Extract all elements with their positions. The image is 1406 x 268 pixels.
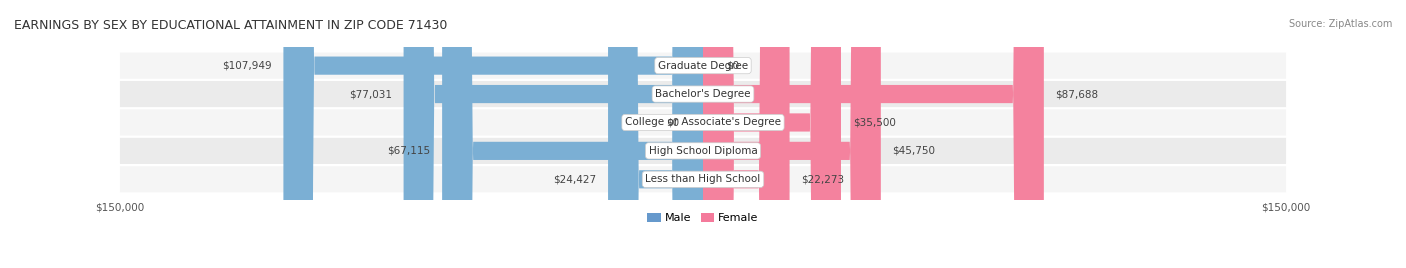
FancyBboxPatch shape: [703, 0, 1043, 268]
FancyBboxPatch shape: [120, 53, 1286, 79]
FancyBboxPatch shape: [120, 166, 1286, 192]
FancyBboxPatch shape: [703, 0, 790, 268]
Text: Source: ZipAtlas.com: Source: ZipAtlas.com: [1288, 19, 1392, 29]
Text: $87,688: $87,688: [1056, 89, 1098, 99]
Text: $0: $0: [666, 117, 679, 128]
FancyBboxPatch shape: [441, 0, 703, 268]
Text: $35,500: $35,500: [852, 117, 896, 128]
FancyBboxPatch shape: [284, 0, 703, 268]
FancyBboxPatch shape: [703, 0, 841, 268]
Text: $67,115: $67,115: [387, 146, 430, 156]
FancyBboxPatch shape: [120, 138, 1286, 164]
FancyBboxPatch shape: [607, 0, 703, 268]
Text: $107,949: $107,949: [222, 61, 271, 71]
Text: Less than High School: Less than High School: [645, 174, 761, 184]
Text: $24,427: $24,427: [554, 174, 596, 184]
Text: $0: $0: [727, 61, 740, 71]
Text: Graduate Degree: Graduate Degree: [658, 61, 748, 71]
FancyBboxPatch shape: [404, 0, 703, 268]
Text: $22,273: $22,273: [801, 174, 845, 184]
Text: $77,031: $77,031: [349, 89, 392, 99]
Legend: Male, Female: Male, Female: [643, 209, 763, 228]
Text: High School Diploma: High School Diploma: [648, 146, 758, 156]
FancyBboxPatch shape: [120, 81, 1286, 107]
Text: Bachelor's Degree: Bachelor's Degree: [655, 89, 751, 99]
FancyBboxPatch shape: [120, 109, 1286, 136]
Text: College or Associate's Degree: College or Associate's Degree: [626, 117, 780, 128]
Text: $45,750: $45,750: [893, 146, 935, 156]
Text: EARNINGS BY SEX BY EDUCATIONAL ATTAINMENT IN ZIP CODE 71430: EARNINGS BY SEX BY EDUCATIONAL ATTAINMEN…: [14, 19, 447, 32]
FancyBboxPatch shape: [703, 0, 880, 268]
